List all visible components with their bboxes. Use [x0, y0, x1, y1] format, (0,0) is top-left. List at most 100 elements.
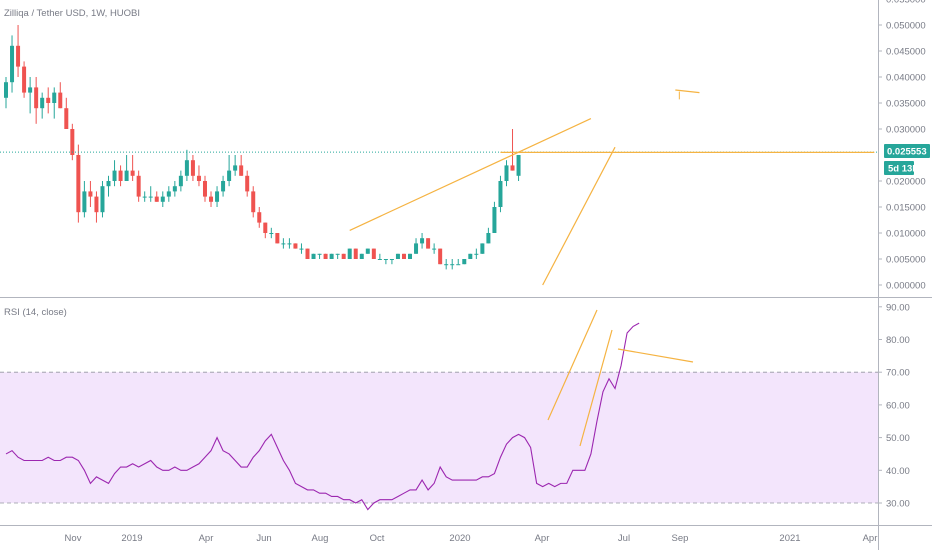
candle-body	[323, 253, 328, 259]
time-tick-label: Oct	[370, 533, 385, 544]
candle-body	[124, 170, 129, 181]
candle-body	[371, 248, 376, 259]
candle-body	[317, 253, 322, 255]
candles	[4, 25, 521, 270]
rsi-title[interactable]: RSI (14, close)	[4, 307, 67, 318]
price-tick-label: 0.045000	[886, 47, 926, 58]
price-tick-label: 0.005000	[886, 255, 926, 266]
rsi-tick-label: 70.00	[886, 368, 910, 379]
candle-body	[130, 170, 135, 176]
candle-body	[209, 196, 214, 202]
candle-body	[76, 155, 81, 213]
candle-body	[100, 186, 105, 213]
rsi-line	[5, 322, 640, 511]
candle-body	[468, 253, 473, 259]
candle-body	[341, 253, 346, 259]
time-tick-label: Apr	[863, 533, 878, 544]
candle-body	[498, 181, 503, 207]
candle-body	[82, 191, 87, 213]
candle-body	[178, 175, 183, 187]
candle-body	[112, 170, 117, 181]
candle-body	[486, 233, 491, 244]
candle-body	[22, 66, 27, 93]
candle-body	[94, 196, 99, 213]
price-tick-label: 0.050000	[886, 21, 926, 32]
time-tick-label: 2020	[449, 533, 470, 544]
candle-body	[10, 45, 15, 83]
candle-body	[444, 264, 449, 266]
rsi-tick-label: 40.00	[886, 466, 910, 477]
candle-body	[142, 196, 147, 198]
candle-body	[299, 248, 304, 250]
time-tick-label: Nov	[65, 533, 82, 544]
candle-body	[438, 248, 443, 265]
rsi-tick-label: 30.00	[886, 499, 910, 510]
chart-title[interactable]: Zilliqa / Tether USD, 1W, HUOBI	[4, 8, 140, 19]
rsi-plot	[5, 309, 694, 511]
candle-body	[377, 259, 382, 260]
countdown-badge-bg	[884, 161, 914, 175]
candle-body	[462, 259, 467, 265]
candle-body	[420, 238, 425, 244]
price-badge-bg	[884, 144, 930, 158]
rsi-band-fill	[0, 372, 878, 503]
trendline	[349, 118, 592, 231]
candle-body	[293, 243, 298, 249]
candle-body	[311, 253, 316, 259]
candle-body	[46, 97, 51, 103]
price-tick-label: 0.030000	[886, 125, 926, 136]
time-tick-label: Aug	[312, 533, 329, 544]
candle-body	[263, 222, 268, 233]
trendline	[542, 146, 616, 286]
candle-body	[365, 248, 370, 254]
rsi-trendline	[617, 348, 694, 363]
candle-body	[492, 207, 497, 233]
candle-body	[359, 253, 364, 259]
time-tick-label: 2019	[121, 533, 142, 544]
candle-body	[28, 87, 33, 93]
candle-body	[275, 233, 280, 244]
rsi-trendline	[579, 329, 613, 447]
candle-body	[160, 196, 165, 202]
candle-body	[347, 248, 352, 259]
candle-body	[184, 160, 189, 176]
candle-body	[269, 233, 274, 234]
rsi-tick-label: 90.00	[886, 302, 910, 313]
candle-body	[408, 253, 413, 259]
candle-body	[239, 165, 244, 176]
candle-body	[353, 248, 358, 259]
candle-body	[4, 82, 8, 98]
countdown-badge-value: 5d 13h	[888, 164, 918, 175]
candle-body	[480, 243, 485, 254]
price-tick-label: 0.035000	[886, 99, 926, 110]
candle-body	[335, 253, 340, 255]
time-tick-label: 2021	[779, 533, 800, 544]
candle-body	[401, 253, 406, 259]
candle-body	[510, 165, 515, 171]
candle-body	[474, 253, 479, 255]
candle-body	[172, 186, 177, 192]
rsi-tick-label: 60.00	[886, 400, 910, 411]
candle-body	[383, 259, 388, 260]
time-tick-label: Sep	[672, 533, 689, 544]
candle-body	[166, 191, 171, 197]
rsi-trendline	[547, 309, 598, 421]
candle-body	[245, 175, 250, 192]
candle-body	[70, 129, 75, 155]
candle-body	[16, 45, 21, 67]
candle-body	[154, 196, 159, 202]
price-tick-label: 0.055000	[886, 0, 926, 6]
candle-body	[118, 170, 123, 181]
candle-body	[414, 243, 419, 254]
price-tick-label: 0.020000	[886, 177, 926, 188]
candle-body	[450, 264, 455, 266]
candle-body	[233, 165, 238, 171]
candle-body	[395, 253, 400, 259]
price-tick-label: 0.015000	[886, 203, 926, 214]
candle-body	[52, 92, 57, 103]
candle-body	[227, 170, 232, 181]
price-badge: 0.025553 5d 13h	[884, 144, 930, 175]
price-tick-label: 0.000000	[886, 281, 926, 292]
